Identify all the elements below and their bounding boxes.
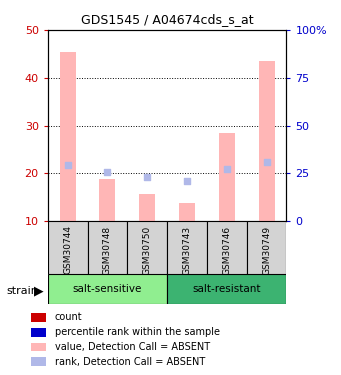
Bar xyxy=(88,221,127,274)
Point xyxy=(264,159,269,165)
Point xyxy=(224,166,229,172)
Text: strain: strain xyxy=(7,286,39,296)
Text: rank, Detection Call = ABSENT: rank, Detection Call = ABSENT xyxy=(55,357,205,367)
Text: salt-sensitive: salt-sensitive xyxy=(73,284,142,294)
Bar xyxy=(167,221,207,274)
Point xyxy=(184,178,190,184)
Text: value, Detection Call = ABSENT: value, Detection Call = ABSENT xyxy=(55,342,210,352)
Bar xyxy=(219,133,235,221)
Text: salt-resistant: salt-resistant xyxy=(193,284,261,294)
Bar xyxy=(48,274,167,304)
Bar xyxy=(31,357,46,366)
Bar xyxy=(167,274,286,304)
Text: GSM30744: GSM30744 xyxy=(63,225,72,274)
Text: GSM30743: GSM30743 xyxy=(182,225,192,274)
Bar xyxy=(139,194,155,221)
Text: GSM30749: GSM30749 xyxy=(262,225,271,274)
Bar xyxy=(247,221,286,274)
Bar xyxy=(258,61,275,221)
Text: GSM30746: GSM30746 xyxy=(222,225,231,274)
Title: GDS1545 / A04674cds_s_at: GDS1545 / A04674cds_s_at xyxy=(81,13,253,26)
Text: percentile rank within the sample: percentile rank within the sample xyxy=(55,327,220,337)
Bar xyxy=(60,51,76,221)
Point xyxy=(145,174,150,180)
Bar xyxy=(179,203,195,221)
Bar xyxy=(31,343,46,351)
Point xyxy=(65,162,70,168)
Bar xyxy=(127,221,167,274)
Text: GSM30748: GSM30748 xyxy=(103,225,112,274)
Bar xyxy=(100,179,115,221)
Text: GSM30750: GSM30750 xyxy=(143,225,152,275)
Bar xyxy=(207,221,247,274)
Bar xyxy=(31,328,46,336)
Text: ▶: ▶ xyxy=(34,284,44,297)
Bar xyxy=(31,313,46,322)
Text: count: count xyxy=(55,312,82,322)
Bar xyxy=(48,221,88,274)
Point xyxy=(105,170,110,176)
